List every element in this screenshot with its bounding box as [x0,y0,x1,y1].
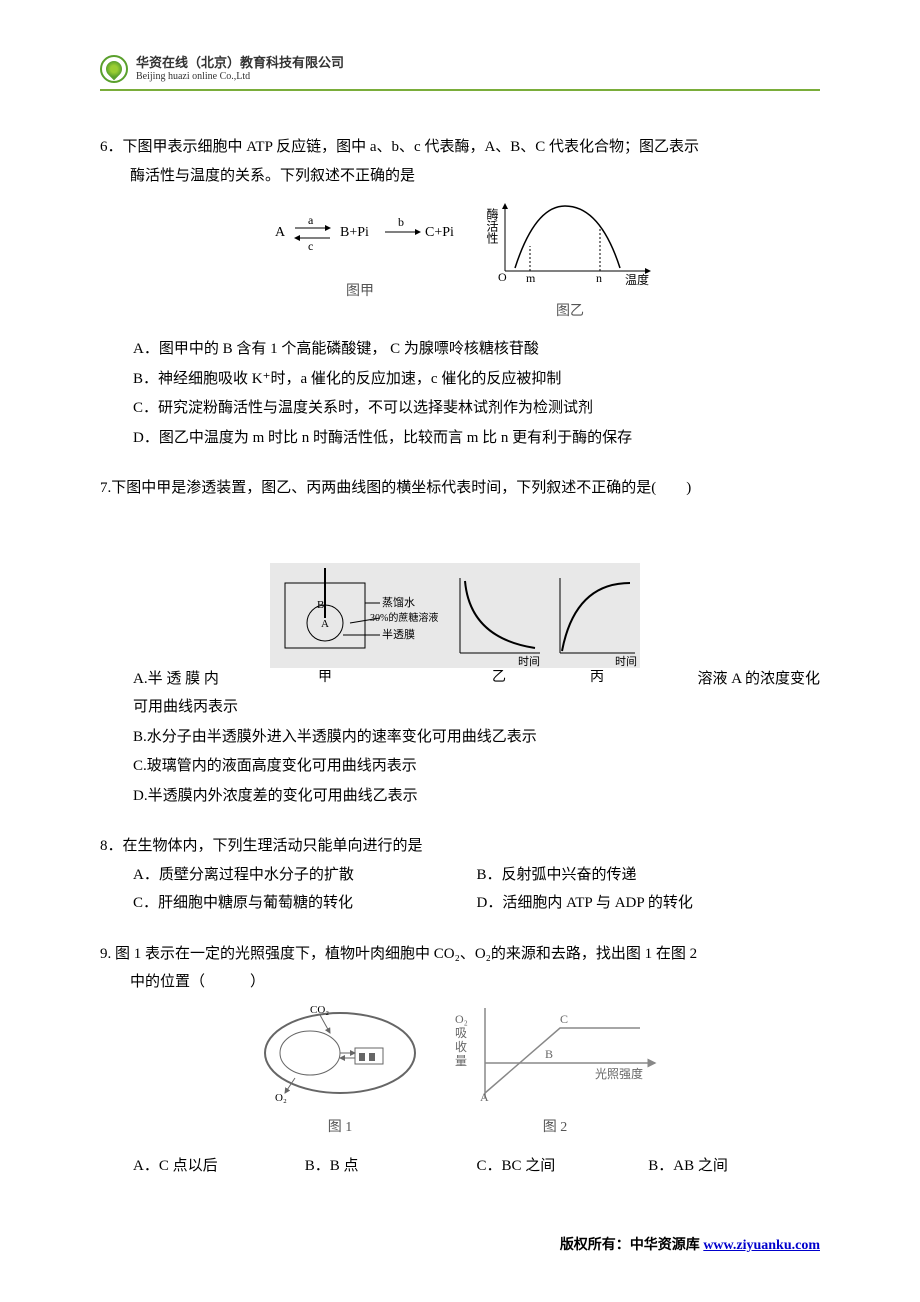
q9-figures: CO₂ O₂ 图 1 A B C O₂ 吸 收 量 [100,1003,820,1142]
q9-num: 9. [100,946,111,962]
q8-stem: 8．在生物体内，下列生理活动只能单向进行的是 [100,832,820,861]
q6-stem-line1: 下图甲表示细胞中 ATP 反应链，图中 a、b、c 代表酶，A、B、C 代表化合… [123,139,700,155]
q6-fig1-svg: A a c B+Pi b C+Pi [260,196,460,266]
company-cn: 华资在线（北京）教育科技有限公司 [136,55,344,71]
svg-text:半透膜: 半透膜 [382,627,415,641]
svg-text:量: 量 [455,1054,467,1068]
q6-fig1-caption: 图甲 [260,279,460,306]
svg-text:蒸馏水: 蒸馏水 [382,595,415,609]
q9-optD: B．AB 之间 [648,1152,820,1181]
q7-optA-post: 溶液 A 的浓度变化 [697,665,820,694]
q6-figures: A a c B+Pi b C+Pi 图甲 酶活性 O [100,196,820,325]
q6-num: 6． [100,139,123,155]
q9-optC: C．BC 之间 [477,1152,649,1181]
q9-fig1: CO₂ O₂ 图 1 [255,1003,425,1142]
svg-text:甲: 甲 [318,670,332,683]
q9-fig2-svg: A B C O₂ 吸 收 量 光照强度 [445,1003,665,1103]
svg-text:n: n [596,271,602,285]
q7-optD: D.半透膜内外浓度差的变化可用曲线乙表示 [133,782,820,811]
q9-options: A．C 点以后 B．B 点 C．BC 之间 B．AB 之间 [100,1152,820,1181]
q8-optD: D．活细胞内 ATP 与 ADP 的转化 [477,889,821,918]
svg-text:30%的蔗糖溶液: 30%的蔗糖溶液 [370,611,438,624]
question-9: 9. 图 1 表示在一定的光照强度下，植物叶肉细胞中 CO₂、O₂的来源和去路，… [100,940,820,1181]
q9-stem: 9. 图 1 表示在一定的光照强度下，植物叶肉细胞中 CO₂、O₂的来源和去路，… [100,940,820,997]
q6-stem: 6．下图甲表示细胞中 ATP 反应链，图中 a、b、c 代表酶，A、B、C 代表… [100,133,820,190]
q8-stem-text: 在生物体内，下列生理活动只能单向进行的是 [123,838,423,854]
q7-optB: B.水分子由半透膜外进入半透膜内的速率变化可用曲线乙表示 [133,723,820,752]
footer-link[interactable]: www.ziyuanku.com [703,1238,820,1253]
svg-text:O₂: O₂ [275,1092,287,1103]
svg-text:C+Pi: C+Pi [425,225,454,240]
page-header: 华资在线（北京）教育科技有限公司 Beijing huazi online Co… [100,55,820,83]
q6-options: A．图甲中的 B 含有 1 个高能磷酸键， C 为腺嘌呤核糖核苷酸 B．神经细胞… [100,335,820,452]
q9-fig1-caption: 图 1 [255,1115,425,1142]
svg-text:a: a [308,213,314,227]
footer-label: 版权所有： [560,1238,630,1253]
svg-text:丙: 丙 [590,670,604,683]
footer-brand: 中华资源库 [630,1238,700,1253]
q7-stem-text: 下图中甲是渗透装置，图乙、丙两曲线图的横坐标代表时间，下列叙述不正确的是( ) [111,480,691,496]
q7-optA-line: A.半 透 膜 内 B A 蒸馏水 30%的蔗糖溶液 半透膜 甲 [133,563,820,694]
svg-text:A: A [321,618,329,630]
q7-figure: B A 蒸馏水 30%的蔗糖溶液 半透膜 甲 时间 乙 [219,563,692,683]
svg-text:B: B [545,1047,553,1061]
svg-text:O: O [498,270,507,284]
svg-text:时间: 时间 [518,655,540,668]
svg-text:CO₂: CO₂ [310,1004,329,1016]
q6-optB: B．神经细胞吸收 K⁺时，a 催化的反应加速，c 催化的反应被抑制 [133,365,820,394]
q6-fig1: A a c B+Pi b C+Pi 图甲 [260,196,460,325]
q6-optD: D．图乙中温度为 m 时比 n 时酶活性低，比较而言 m 比 n 更有利于酶的保… [133,424,820,453]
question-6: 6．下图甲表示细胞中 ATP 反应链，图中 a、b、c 代表酶，A、B、C 代表… [100,133,820,452]
company-en: Beijing huazi online Co.,Ltd [136,71,344,83]
q6-stem-line2: 酶活性与温度的关系。下列叙述不正确的是 [130,162,820,191]
q7-optA-pre: A.半 透 膜 内 [133,665,219,694]
svg-text:B: B [317,599,324,611]
q6-fig2: 酶活性 O m n 温度 图乙 [480,196,660,325]
q8-num: 8． [100,838,123,854]
svg-text:吸: 吸 [455,1026,467,1040]
q7-optC: C.玻璃管内的液面高度变化可用曲线丙表示 [133,752,820,781]
svg-text:A: A [275,225,286,240]
q9-fig2: A B C O₂ 吸 收 量 光照强度 图 2 [445,1003,665,1142]
q7-optA-line2: 可用曲线丙表示 [133,693,820,722]
logo-icon [100,55,128,83]
q7-num: 7. [100,480,111,496]
page-footer: 版权所有：中华资源库 www.ziyuanku.com [560,1234,820,1254]
q8-optA: A．质壁分离过程中水分子的扩散 [133,861,477,890]
svg-text:B+Pi: B+Pi [340,225,369,240]
svg-text:时间: 时间 [615,655,637,668]
q6-optA: A．图甲中的 B 含有 1 个高能磷酸键， C 为腺嘌呤核糖核苷酸 [133,335,820,364]
header-rule [100,89,820,91]
q9-optA: A．C 点以后 [133,1152,305,1181]
question-8: 8．在生物体内，下列生理活动只能单向进行的是 A．质壁分离过程中水分子的扩散 B… [100,832,820,918]
q7-body: A.半 透 膜 内 B A 蒸馏水 30%的蔗糖溶液 半透膜 甲 [100,563,820,811]
svg-text:A: A [480,1090,489,1103]
question-7: 7.下图中甲是渗透装置，图乙、丙两曲线图的横坐标代表时间，下列叙述不正确的是( … [100,474,820,810]
header-text: 华资在线（北京）教育科技有限公司 Beijing huazi online Co… [136,55,344,83]
q7-fig-svg: B A 蒸馏水 30%的蔗糖溶液 半透膜 甲 时间 乙 [270,563,640,683]
svg-text:温度: 温度 [625,272,649,286]
q8-optB: B．反射弧中兴奋的传递 [477,861,821,890]
svg-text:b: b [398,215,404,229]
q9-fig1-svg: CO₂ O₂ [255,1003,425,1103]
svg-text:光照强度: 光照强度 [595,1066,643,1081]
svg-text:c: c [308,239,313,253]
q6-optC: C．研究淀粉酶活性与温度关系时，不可以选择斐林试剂作为检测试剂 [133,394,820,423]
q6-fig2-caption: 图乙 [480,299,660,326]
q9-stem-line1: 图 1 表示在一定的光照强度下，植物叶肉细胞中 CO₂、O₂的来源和去路，找出图… [115,946,697,962]
svg-text:O₂: O₂ [455,1012,468,1026]
q7-stem: 7.下图中甲是渗透装置，图乙、丙两曲线图的横坐标代表时间，下列叙述不正确的是( … [100,474,820,503]
q8-options: A．质壁分离过程中水分子的扩散 B．反射弧中兴奋的传递 C．肝细胞中糖原与葡萄糖… [100,861,820,918]
q9-stem-line2: 中的位置（ ） [130,968,820,997]
svg-text:收: 收 [455,1040,467,1054]
q6-fig2-svg: 酶活性 O m n 温度 [480,196,660,286]
svg-text:酶活性: 酶活性 [485,207,499,245]
svg-text:乙: 乙 [492,669,506,683]
svg-text:m: m [526,271,536,285]
q8-optC: C．肝细胞中糖原与葡萄糖的转化 [133,889,477,918]
q9-fig2-caption: 图 2 [445,1115,665,1142]
q9-optB: B．B 点 [305,1152,477,1181]
svg-text:C: C [560,1012,568,1026]
